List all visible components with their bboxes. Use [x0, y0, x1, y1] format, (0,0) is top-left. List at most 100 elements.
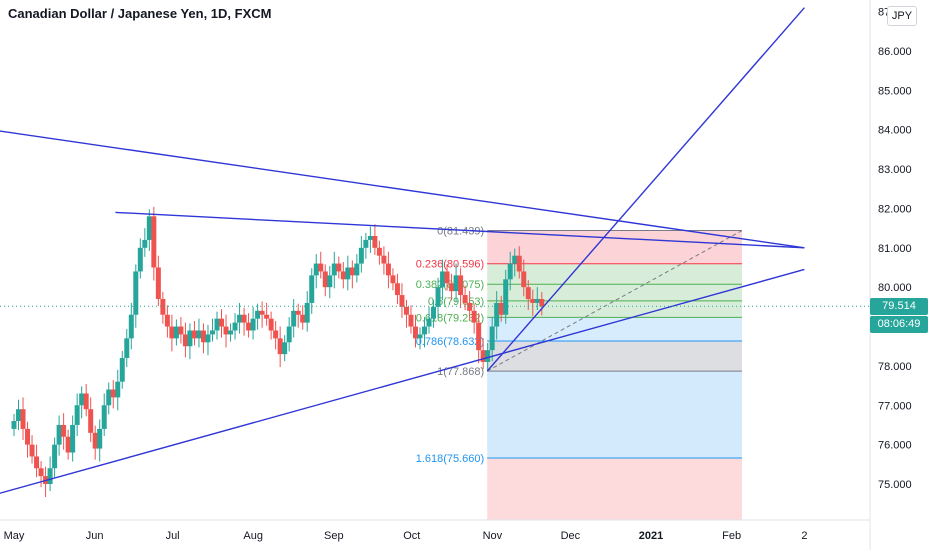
- trendline-lower-ascending: [0, 268, 805, 494]
- candle-body: [169, 326, 175, 339]
- candle-body: [458, 275, 464, 296]
- candle-body: [16, 409, 22, 422]
- currency-button[interactable]: JPY: [887, 6, 917, 26]
- candle-body: [79, 393, 85, 406]
- candle-body: [507, 263, 513, 280]
- candle-body: [61, 424, 67, 437]
- y-tick-label: 81.000: [878, 243, 912, 255]
- x-tick-label: Feb: [722, 530, 741, 542]
- candle-body: [322, 271, 328, 288]
- candle-body: [246, 322, 252, 331]
- candle-body: [444, 271, 450, 284]
- candle-body: [182, 334, 188, 347]
- candle-body: [440, 271, 446, 288]
- y-tick-label: 86.000: [878, 46, 912, 58]
- candle-body: [200, 330, 206, 343]
- candle-body: [403, 306, 409, 315]
- candle-body: [228, 330, 234, 335]
- candle-body: [331, 263, 337, 276]
- candle-body: [345, 267, 351, 280]
- candle-body: [219, 318, 225, 327]
- candle-body: [47, 468, 53, 484]
- candle-body: [142, 239, 148, 248]
- candle-body: [191, 330, 197, 339]
- fib-projection-zone: [487, 458, 742, 520]
- candle-body: [237, 314, 243, 323]
- candle-body: [286, 326, 292, 343]
- fib-zone: [487, 371, 742, 459]
- y-tick-label: 76.000: [878, 440, 912, 452]
- candle-body: [38, 468, 44, 477]
- candle-body: [525, 287, 531, 299]
- candle-body: [480, 350, 486, 362]
- trendline-upper-descending: [0, 130, 805, 249]
- candle-body: [530, 298, 536, 303]
- candle-body: [394, 283, 400, 296]
- candle-body: [65, 436, 71, 453]
- y-tick-label: 80.000: [878, 282, 912, 294]
- candle-body: [412, 326, 418, 339]
- candle-body: [327, 275, 333, 288]
- candle-body: [101, 405, 107, 429]
- x-tick-label: Dec: [561, 530, 581, 542]
- y-tick-label: 84.000: [878, 125, 912, 137]
- candle-body: [146, 216, 152, 240]
- candle-body: [214, 318, 220, 331]
- candle-body: [88, 409, 94, 433]
- candle-body: [539, 298, 545, 307]
- candle-body: [205, 334, 211, 343]
- countdown-tag: 08:06:49: [870, 316, 928, 334]
- candle-body: [313, 263, 319, 276]
- candle-body: [92, 432, 98, 449]
- candle-body: [255, 310, 261, 319]
- candle-body: [196, 330, 202, 339]
- x-tick-label: Sep: [324, 530, 344, 542]
- candle-body: [119, 358, 125, 382]
- candle-body: [178, 326, 184, 335]
- candle-body: [426, 318, 432, 327]
- candle-body: [471, 310, 477, 323]
- candle-body: [106, 389, 112, 406]
- fib-zone: [487, 263, 742, 285]
- candle-body: [521, 271, 527, 288]
- candle-body: [390, 275, 396, 284]
- candle-body: [273, 330, 279, 339]
- candle-body: [399, 295, 405, 307]
- fib-zone: [487, 230, 742, 264]
- trendline-steep-ascending: [486, 7, 805, 372]
- candle-body: [83, 393, 89, 410]
- candle-body: [300, 314, 306, 323]
- last-price-tag: 79.514: [870, 298, 928, 316]
- candle-body: [516, 255, 522, 272]
- candle-body: [250, 318, 256, 331]
- candle-body: [124, 338, 130, 359]
- candle-body: [160, 298, 166, 315]
- candle-body: [354, 263, 360, 276]
- candle-body: [422, 326, 428, 335]
- candle-body: [372, 236, 378, 248]
- candle-body: [187, 330, 193, 347]
- candle-body: [367, 236, 373, 240]
- candle-body: [282, 342, 288, 355]
- candle-body: [97, 428, 103, 449]
- candle-body: [340, 271, 346, 280]
- candle-body: [232, 322, 238, 331]
- candle-body: [476, 322, 482, 351]
- x-tick-label: 2021: [639, 530, 663, 542]
- y-tick-label: 82.000: [878, 203, 912, 215]
- candle-body: [115, 381, 121, 398]
- candle-body: [417, 334, 423, 339]
- candle-body: [381, 255, 387, 264]
- x-tick-label: May: [4, 530, 25, 542]
- candle-body: [318, 263, 324, 272]
- candle-body: [498, 302, 504, 315]
- candle-body: [291, 310, 297, 327]
- candle-body: [241, 314, 247, 323]
- candle-body: [349, 267, 355, 276]
- candle-body: [128, 314, 134, 339]
- candle-body: [11, 421, 17, 429]
- candle-body: [304, 302, 310, 323]
